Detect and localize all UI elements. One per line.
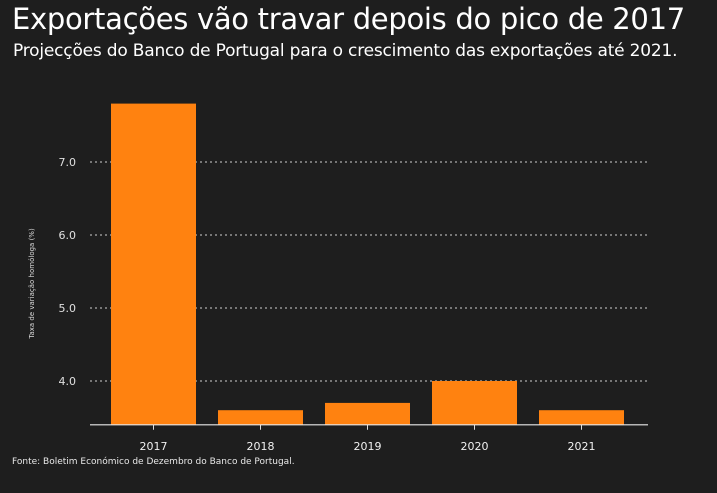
x-tick-label: 2019	[354, 440, 382, 453]
x-tick-label: 2021	[568, 440, 596, 453]
bar-2019	[325, 402, 410, 425]
y-axis-label: Taxa de variação homóloga (%)	[28, 228, 36, 340]
bar-2018	[218, 410, 303, 425]
bar-2020	[432, 381, 517, 425]
y-tick-label: 5.0	[59, 302, 77, 315]
y-tick-label: 7.0	[59, 156, 77, 169]
y-tick-label: 4.0	[59, 375, 77, 388]
source-note: Fonte: Boletim Económico de Dezembro do …	[12, 457, 295, 467]
x-tick-label: 2018	[247, 440, 275, 453]
chart-title: Exportações vão travar depois do pico de…	[12, 2, 685, 36]
bar-2021	[539, 410, 624, 425]
chart-subtitle: Projecções do Banco de Portugal para o c…	[13, 41, 678, 61]
x-tick-label: 2020	[461, 440, 489, 453]
x-tick-label: 2017	[140, 440, 168, 453]
bar-2017	[111, 103, 196, 425]
y-tick-label: 6.0	[59, 229, 77, 242]
